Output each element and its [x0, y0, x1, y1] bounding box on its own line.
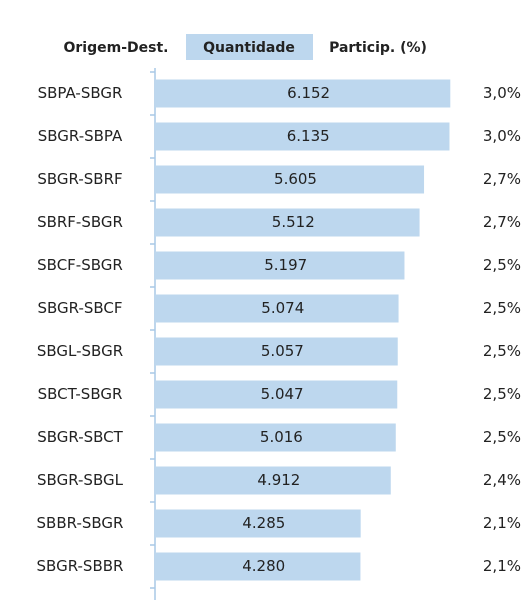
bar: [155, 509, 361, 538]
share-label: 2,1%: [483, 557, 521, 575]
bar: [155, 208, 420, 237]
category-label: SBGR-SBBR: [37, 557, 124, 575]
share-label: 2,5%: [483, 256, 521, 274]
bar: [155, 466, 391, 495]
category-label: SBRF-SBGR: [37, 213, 123, 231]
value-label: 5.016: [260, 428, 303, 446]
share-label: 2,1%: [483, 514, 521, 532]
bar: [155, 79, 451, 108]
share-label: 2,7%: [483, 213, 521, 231]
header-highlight: [186, 34, 313, 60]
share-label: 2,5%: [483, 342, 521, 360]
category-label: SBGR-SBCT: [37, 428, 123, 446]
share-label: 3,0%: [483, 127, 521, 145]
bar: [155, 337, 398, 366]
header-origin: Origem-Dest.: [64, 40, 169, 56]
share-label: 2,5%: [483, 428, 521, 446]
category-label: SBCF-SBGR: [37, 256, 123, 274]
bar: [155, 294, 399, 323]
share-label: 2,5%: [483, 299, 521, 317]
value-label: 4.912: [257, 471, 300, 489]
category-label: SBCT-SBGR: [38, 385, 123, 403]
value-label: 5.047: [261, 385, 304, 403]
category-label: SBGR-SBCF: [37, 299, 122, 317]
value-label: 5.197: [264, 256, 307, 274]
bar: [155, 380, 398, 409]
value-label: 5.605: [274, 170, 317, 188]
header-share: Particip. (%): [329, 40, 427, 56]
value-label: 5.512: [272, 213, 315, 231]
value-label: 5.074: [261, 299, 304, 317]
bar: [155, 423, 396, 452]
bar: [155, 251, 405, 280]
category-label: SBBR-SBGR: [37, 514, 124, 532]
header-quantity: Quantidade: [203, 40, 295, 56]
share-label: 2,5%: [483, 385, 521, 403]
value-label: 4.285: [242, 514, 285, 532]
category-label: SBGR-SBRF: [37, 170, 122, 188]
share-label: 2,4%: [483, 471, 521, 489]
bar: [155, 165, 425, 194]
bar: [155, 552, 361, 581]
share-label: 3,0%: [483, 84, 521, 102]
share-label: 2,7%: [483, 170, 521, 188]
category-label: SBGR-SBPA: [38, 127, 123, 145]
category-label: SBGL-SBGR: [37, 342, 123, 360]
category-label: SBPA-SBGR: [38, 84, 123, 102]
bar: [155, 122, 450, 151]
value-label: 5.057: [261, 342, 304, 360]
value-label: 4.280: [242, 557, 285, 575]
category-label: SBGR-SBGL: [37, 471, 124, 489]
value-label: 6.135: [287, 127, 330, 145]
value-label: 6.152: [287, 84, 330, 102]
